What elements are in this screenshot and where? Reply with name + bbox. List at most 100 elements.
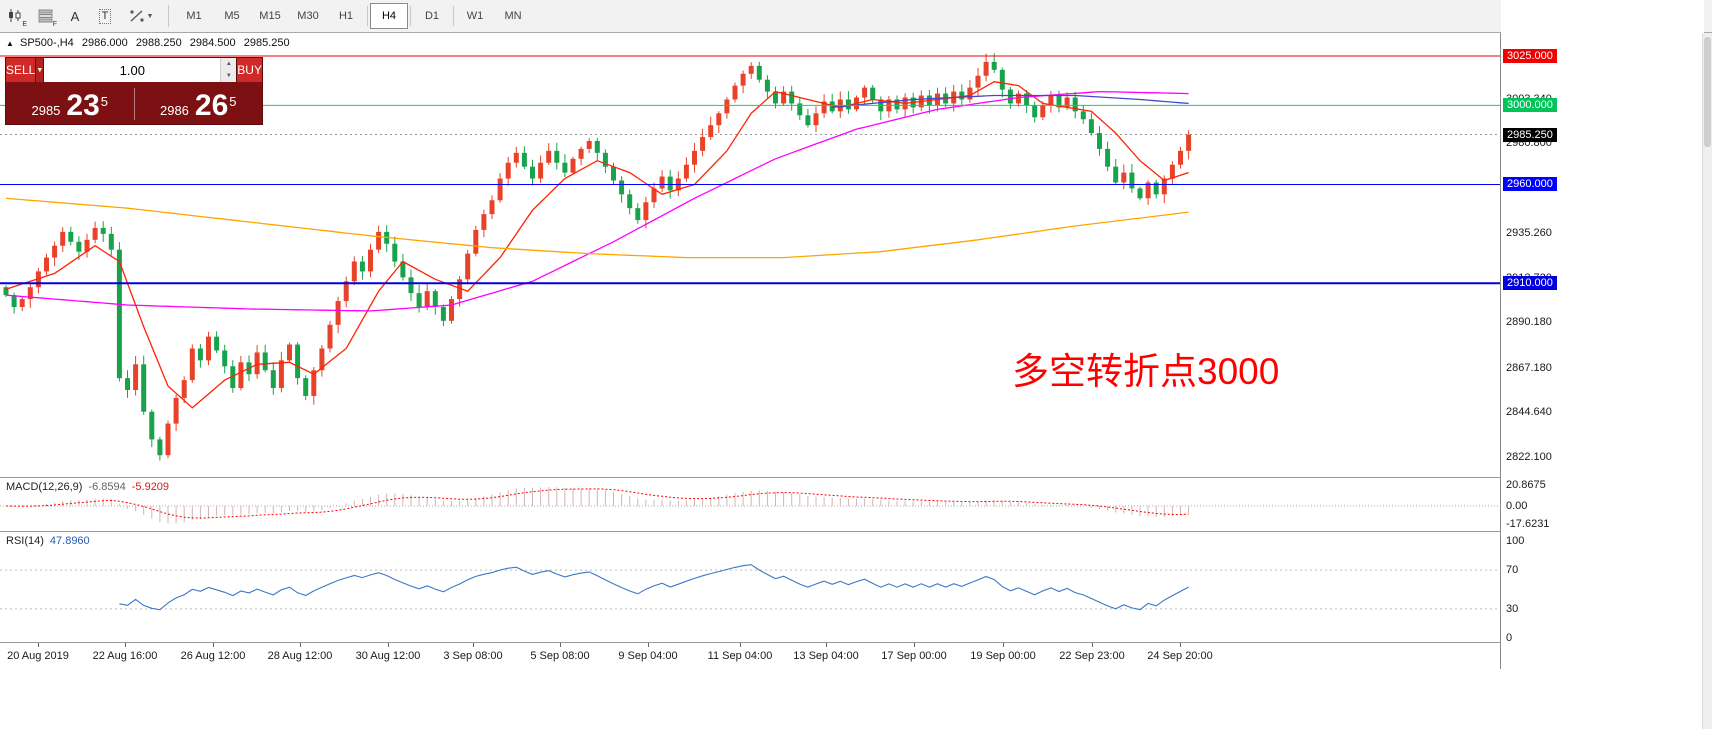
sell-button[interactable]: SELL xyxy=(6,58,37,82)
ohlc-open: 2986.000 xyxy=(81,37,128,49)
indicators-icon[interactable]: F xyxy=(31,3,59,29)
time-tick xyxy=(125,643,126,647)
bid-prefix: 2985 xyxy=(31,103,61,118)
time-tick xyxy=(648,643,649,647)
buy-label: BUY xyxy=(237,63,262,77)
price-level-badge: 2910.000 xyxy=(1503,276,1557,291)
time-tick xyxy=(560,643,561,647)
timeframe-separator xyxy=(367,6,368,26)
timeframe-separator xyxy=(410,6,411,26)
price-level-badge: 2960.000 xyxy=(1503,177,1557,192)
price-axis[interactable]: 3003.3402980.8002935.2602912.7202890.180… xyxy=(1501,0,1704,729)
text-tool-icon[interactable]: A xyxy=(61,3,89,29)
indicator-icon-sub: F xyxy=(52,21,57,28)
panel-separator xyxy=(0,642,1712,643)
macd-axis-label: 20.8675 xyxy=(1506,479,1546,492)
toolbar-separator xyxy=(168,5,169,27)
sell-dropdown-caret[interactable]: ▼ xyxy=(36,58,45,82)
time-axis-label: 24 Sep 20:00 xyxy=(1147,650,1213,662)
timeframe-d1[interactable]: D1 xyxy=(424,10,440,22)
list-glyph xyxy=(38,9,52,23)
volume-increase-button[interactable]: ▲ xyxy=(221,58,237,70)
quote-divider xyxy=(133,88,135,120)
ma-long-line xyxy=(832,94,1189,109)
macd-value-signal: -5.9209 xyxy=(131,481,170,493)
timeframe-h4[interactable]: H4 xyxy=(370,3,408,29)
time-tick xyxy=(473,643,474,647)
timeframe-m5[interactable]: M5 xyxy=(224,10,240,22)
time-axis-label: 5 Sep 08:00 xyxy=(530,650,590,662)
bid-quote[interactable]: 2985 23 5 xyxy=(6,82,134,126)
timeframe-m15[interactable]: M15 xyxy=(259,10,281,22)
scrollbar-thumb[interactable] xyxy=(1704,37,1711,147)
time-axis-label: 3 Sep 08:00 xyxy=(443,650,503,662)
volume-decrease-button[interactable]: ▼ xyxy=(221,70,237,82)
trade-panel-quotes: 2985 23 5 2986 26 5 xyxy=(6,82,262,126)
time-axis[interactable]: 20 Aug 2019 22 Aug 16:00 26 Aug 12:00 28 Au… xyxy=(0,643,1500,669)
ask-quote[interactable]: 2986 26 5 xyxy=(135,82,263,126)
time-axis-label: 9 Sep 04:00 xyxy=(618,650,678,662)
rsi-axis-label: 30 xyxy=(1506,602,1519,615)
price-level-badge: 3000.000 xyxy=(1503,98,1557,113)
price-axis-label: 2844.640 xyxy=(1506,406,1552,419)
rsi-axis-label: 0 xyxy=(1506,632,1513,644)
dropdown-caret-icon: ▼ xyxy=(146,12,154,20)
timeframe-m1[interactable]: M1 xyxy=(186,10,202,22)
price-axis-border xyxy=(1500,33,1501,669)
rsi-chart xyxy=(0,564,1500,611)
time-axis-label: 11 Sep 04:00 xyxy=(707,650,773,662)
ask-pip-fraction: 5 xyxy=(229,94,237,109)
timeframe-mn[interactable]: MN xyxy=(504,10,522,22)
price-axis-label: 2867.180 xyxy=(1506,361,1552,374)
textbox-tool-icon[interactable]: T xyxy=(91,3,119,29)
price-axis-label: 2935.260 xyxy=(1506,227,1552,240)
volume-spinner: ▲ ▼ xyxy=(220,58,237,82)
crosshair-glyph xyxy=(129,10,144,22)
trade-panel-controls: SELL ▼ ▲ ▼ BUY xyxy=(6,58,262,82)
time-tick xyxy=(38,643,39,647)
main-chart-panel[interactable]: ▲ SP500-,H4 2986.000 2988.250 2984.500 2… xyxy=(0,33,1500,477)
time-axis-label: 22 Sep 23:00 xyxy=(1059,650,1125,662)
chart-annotation-text: 多空转折点3000 xyxy=(1012,351,1280,392)
ask-prefix: 2986 xyxy=(159,103,189,118)
time-axis-label: 28 Aug 12:00 xyxy=(267,650,333,662)
timeframe-separator xyxy=(453,6,454,26)
time-axis-label: 19 Sep 00:00 xyxy=(970,650,1036,662)
rsi-axis-label: 70 xyxy=(1506,564,1519,577)
buy-button[interactable]: BUY xyxy=(237,58,262,82)
panel-separator[interactable] xyxy=(0,477,1712,478)
ohlc-close: 2985.250 xyxy=(243,37,290,49)
panel-separator[interactable] xyxy=(0,531,1712,532)
time-tick xyxy=(1003,643,1004,647)
sell-label: SELL xyxy=(6,63,36,77)
rsi-panel[interactable]: RSI(14) 47.8960 xyxy=(0,532,1500,642)
price-axis-label: 2890.180 xyxy=(1506,316,1552,329)
timeframe-h1[interactable]: H1 xyxy=(338,10,354,22)
toolbar: E F A T ▼ M1 M5 M15 M30 H1 H4 D1 W1 MN xyxy=(0,0,1712,33)
symbol-label: SP500-,H4 xyxy=(19,37,74,49)
macd-value-main: -6.8594 xyxy=(88,481,126,493)
price-level-badge: 2985.250 xyxy=(1503,127,1557,142)
time-tick xyxy=(826,643,827,647)
ohlc-low: 2984.500 xyxy=(189,37,236,49)
ohlc-high: 2988.250 xyxy=(135,37,182,49)
chart-type-icon[interactable]: E xyxy=(1,3,29,29)
price-level-badge: 3025.000 xyxy=(1503,49,1557,63)
macd-title: MACD(12,26,9) xyxy=(6,481,83,493)
time-tick xyxy=(300,643,301,647)
time-tick xyxy=(388,643,389,647)
ma-fast-line xyxy=(5,81,1189,409)
text-tool-label: A xyxy=(70,8,80,24)
macd-chart xyxy=(0,487,1500,524)
time-axis-label: 17 Sep 00:00 xyxy=(881,650,947,662)
macd-label: MACD(12,26,9) -6.8594 -5.9209 xyxy=(6,481,175,493)
timeframe-w1[interactable]: W1 xyxy=(466,10,484,22)
volume-input[interactable] xyxy=(44,58,221,82)
cursor-tool-icon[interactable]: ▼ xyxy=(121,3,161,29)
time-axis-label: 30 Aug 12:00 xyxy=(355,650,421,662)
macd-panel[interactable]: MACD(12,26,9) -6.8594 -5.9209 xyxy=(0,478,1500,531)
timeframe-m30[interactable]: M30 xyxy=(297,10,319,22)
vertical-scrollbar[interactable] xyxy=(1702,33,1712,729)
macd-axis-label: -17.6231 xyxy=(1506,517,1550,530)
collapse-arrow-icon[interactable]: ▲ xyxy=(6,39,14,48)
